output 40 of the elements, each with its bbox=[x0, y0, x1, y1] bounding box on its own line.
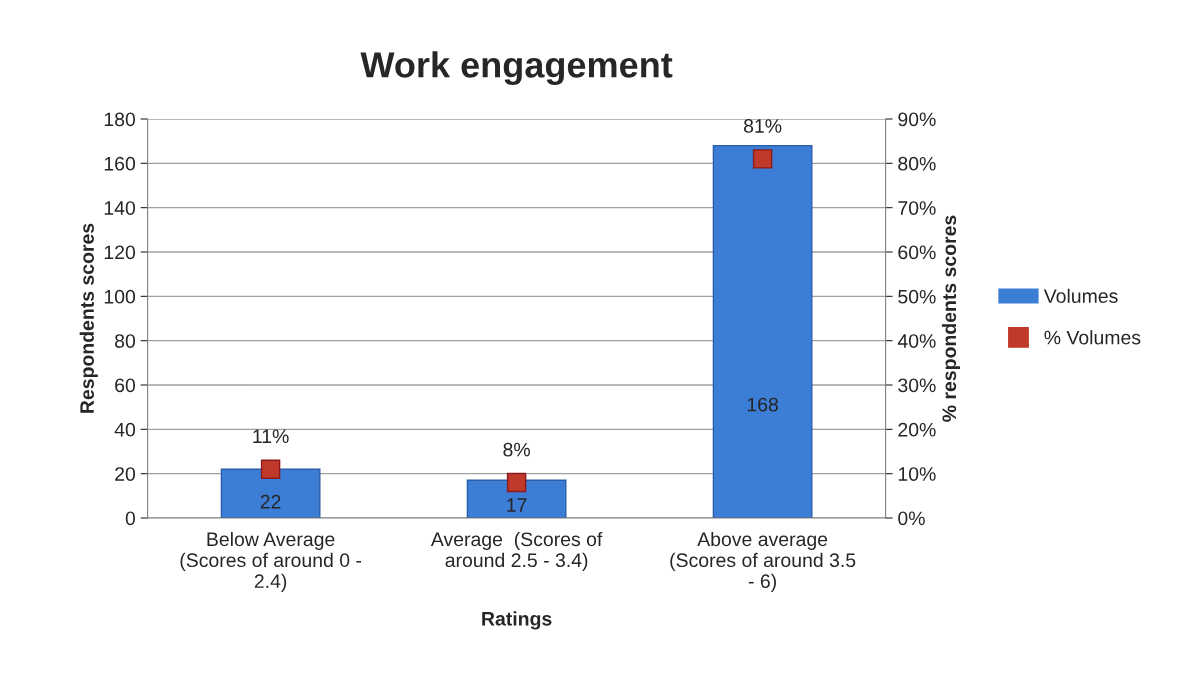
y2-tick-label: 80% bbox=[898, 156, 936, 171]
y-tick-label: 100 bbox=[104, 289, 136, 304]
y-tick-label: 60 bbox=[115, 378, 136, 393]
x-tick-label: Average (Scores of around 2.5 - 3.4) bbox=[430, 531, 603, 571]
y2-tick-label: 0% bbox=[898, 511, 925, 526]
chart-title: Work engagement bbox=[360, 51, 673, 85]
x-tick-label: Above average (Scores of around 3.5 - 6) bbox=[670, 531, 856, 592]
data-label: 17 bbox=[507, 498, 527, 512]
data-label: 81% bbox=[743, 119, 782, 133]
y2-tick-label: 40% bbox=[897, 334, 936, 348]
y-tick-label: 180 bbox=[104, 112, 136, 127]
y2-tick-label: 70% bbox=[898, 201, 936, 215]
y-tick-label: 140 bbox=[104, 201, 136, 215]
y2-tick-label: 60% bbox=[898, 245, 936, 260]
y-tick-label: 40 bbox=[114, 422, 136, 437]
y2-axis-title: % respondents scores bbox=[941, 215, 960, 422]
bar bbox=[220, 468, 321, 518]
y-tick-label: 0 bbox=[125, 511, 136, 526]
y-tick-label: 160 bbox=[104, 156, 136, 171]
data-label: 22 bbox=[260, 494, 281, 509]
y2-tick-label: 90% bbox=[898, 112, 936, 127]
x-axis-title: Ratings bbox=[482, 611, 552, 630]
data-label: 8% bbox=[503, 442, 530, 457]
data-label: 11% bbox=[253, 429, 289, 444]
legend-label: % Volumes bbox=[1044, 330, 1141, 345]
y-tick-label: 120 bbox=[104, 245, 136, 260]
point bbox=[752, 149, 773, 169]
y-tick-label: 80 bbox=[115, 334, 136, 348]
y2-tick-label: 50% bbox=[898, 289, 936, 304]
legend-label: Volumes bbox=[1043, 288, 1118, 303]
point bbox=[260, 459, 281, 479]
y2-tick-label: 20% bbox=[898, 422, 936, 437]
y2-tick-label: 10% bbox=[898, 467, 936, 481]
x-tick-label: Below Average (Scores of around 0 - 2.4) bbox=[180, 531, 362, 592]
data-label: 168 bbox=[747, 397, 778, 412]
point bbox=[506, 472, 527, 493]
y-tick-label: 20 bbox=[115, 467, 136, 481]
y2-tick-label: 30% bbox=[898, 378, 936, 393]
bar bbox=[712, 144, 813, 518]
y-axis-title: Respondents scores bbox=[79, 223, 98, 413]
